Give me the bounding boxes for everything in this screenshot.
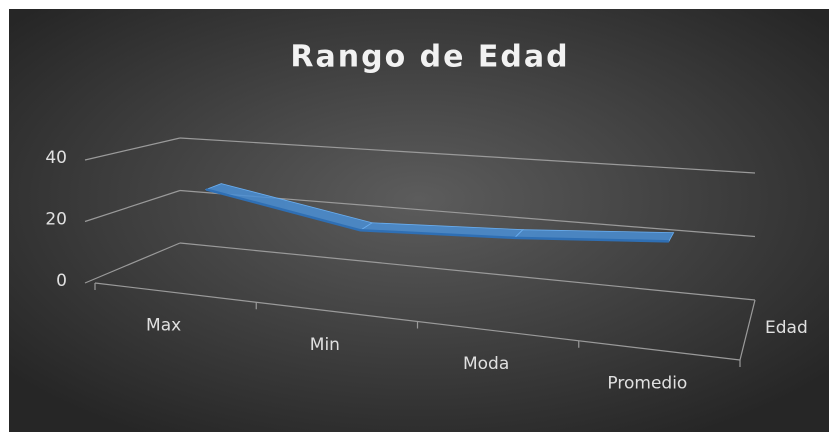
x-tick-label: Promedio — [607, 373, 687, 393]
grid-line — [179, 242, 756, 301]
floor-edge — [739, 299, 756, 361]
x-tick-label: Moda — [463, 354, 509, 374]
chart-area — [9, 9, 829, 432]
y-tick-label: 20 — [45, 210, 67, 230]
chart-title: Rango de Edad — [290, 40, 569, 75]
y-tick-label: 40 — [45, 148, 67, 168]
grid-line — [84, 242, 181, 284]
x-tick-label: Max — [146, 316, 181, 336]
x-tick-label: Min — [310, 335, 340, 355]
grid-line — [84, 189, 181, 223]
grid-line — [179, 137, 756, 174]
y-tick-label: 0 — [56, 271, 67, 291]
grid-line — [84, 137, 181, 161]
legend-label: Edad — [765, 318, 808, 338]
line-series — [205, 188, 669, 243]
